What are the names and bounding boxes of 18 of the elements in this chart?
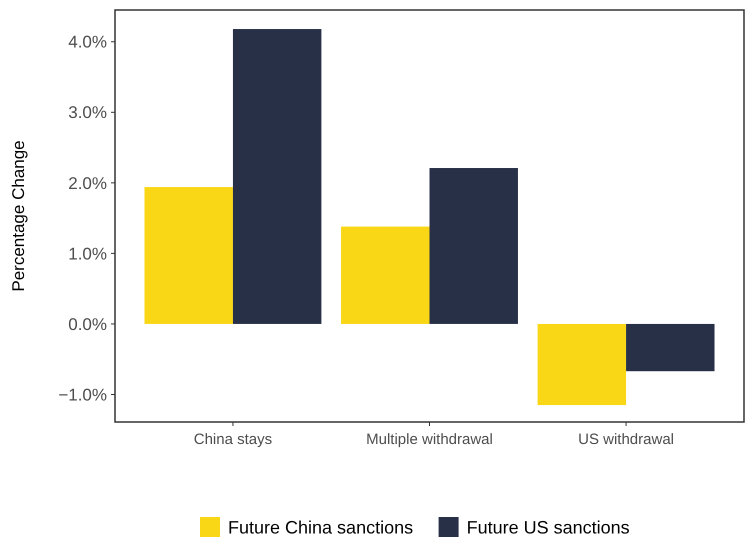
legend-label: Future China sanctions xyxy=(228,517,414,538)
y-tick-label: 2.0% xyxy=(68,174,107,193)
x-tick-label: China stays xyxy=(194,431,272,448)
bar xyxy=(538,324,626,406)
bar xyxy=(232,29,322,324)
legend-label: Future US sanctions xyxy=(466,517,630,538)
y-axis-title: Percentage Change xyxy=(9,140,28,292)
y-tick-label: 3.0% xyxy=(68,103,107,122)
bar xyxy=(430,168,518,324)
bar xyxy=(144,187,233,324)
y-tick-label: 0.0% xyxy=(68,314,107,334)
bar xyxy=(341,226,430,324)
y-tick-label: −1.0% xyxy=(58,385,107,404)
y-tick-label: 1.0% xyxy=(68,244,107,264)
bar xyxy=(626,324,715,372)
x-tick-label: US withdrawal xyxy=(578,431,674,448)
x-tick-label: Multiple withdrawal xyxy=(366,431,493,448)
y-tick-label: 4.0% xyxy=(68,32,107,52)
